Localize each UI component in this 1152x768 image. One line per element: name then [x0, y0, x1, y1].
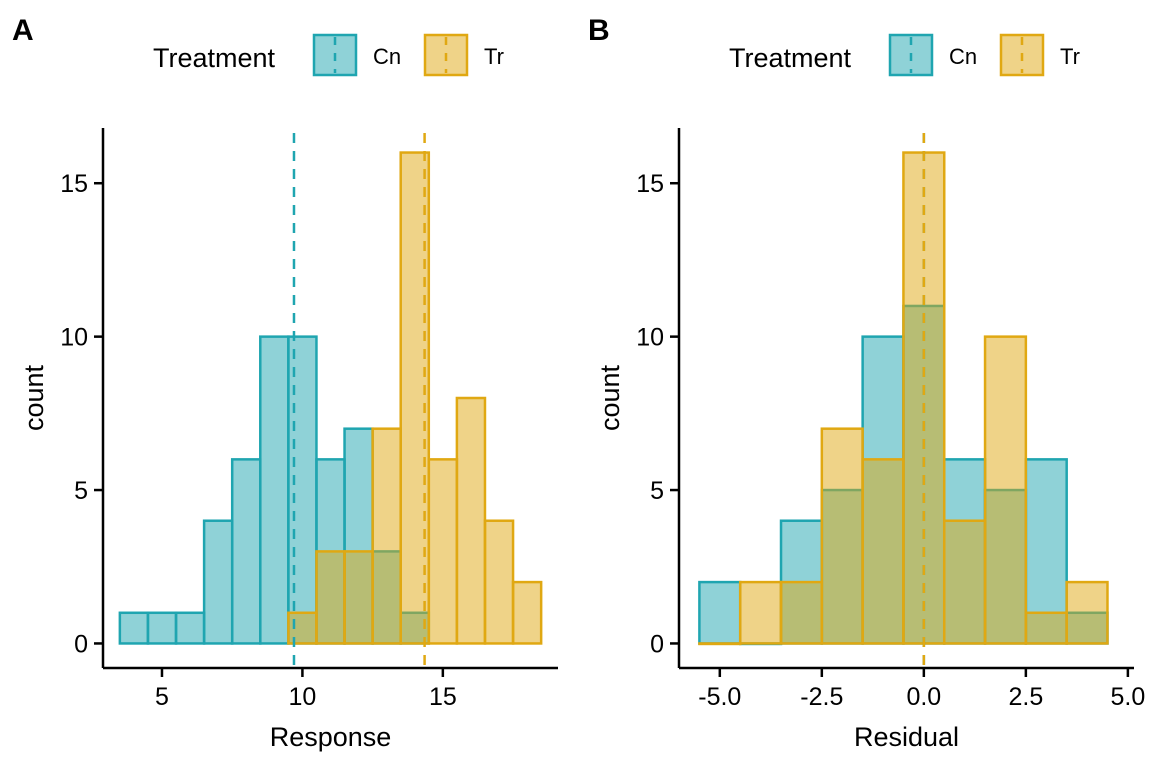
legend-label-tr: Tr [484, 44, 504, 69]
legend: Treatment Cn Tr [729, 33, 1080, 77]
bar-tr [511, 580, 543, 645]
bars [698, 151, 1109, 646]
bar-cn [287, 335, 318, 645]
y-axis-title: count [595, 364, 625, 431]
legend-label-tr: Tr [1060, 44, 1080, 69]
y-tick-label: 10 [60, 324, 88, 352]
y-tick-label: 0 [650, 630, 664, 658]
y-axis-title: count [19, 364, 49, 431]
y-tick-label: 5 [74, 477, 88, 505]
x-tick-label: 15 [429, 683, 457, 711]
legend-key-cn: Cn [888, 33, 977, 77]
legend-label-cn: Cn [949, 44, 977, 69]
x-tick-label: 10 [289, 683, 317, 711]
y-tick-label: 5 [650, 477, 664, 505]
x-axis-title: Residual [854, 722, 959, 752]
x-tick-label: 0.0 [906, 683, 941, 711]
bar-cn [698, 580, 742, 645]
x-tick-label: 2.5 [1008, 683, 1043, 711]
bar-tr [287, 611, 318, 645]
bar-tr [902, 151, 946, 645]
bar-cn [259, 335, 290, 645]
legend: Treatment Cn Tr [153, 33, 504, 77]
bar-cn [202, 519, 234, 645]
bar-tr [371, 427, 402, 645]
bar-cn [230, 458, 262, 645]
bar-tr [738, 580, 783, 645]
y-tick-label: 15 [636, 170, 664, 198]
panel-tag: B [588, 14, 610, 47]
x-tick-label: 5 [155, 683, 169, 711]
y-tick-label: 10 [636, 324, 664, 352]
panel-tag: A [12, 14, 34, 47]
bar-tr [455, 396, 487, 645]
bar-tr [399, 151, 431, 645]
y-tick-label: 15 [60, 170, 88, 198]
bar-cn [146, 611, 178, 645]
bar-tr [983, 335, 1028, 645]
bar-cn [174, 611, 206, 645]
legend-title: Treatment [729, 43, 852, 73]
bar-tr [427, 458, 459, 645]
legend-label-cn: Cn [373, 44, 401, 69]
bar-tr [861, 458, 905, 645]
bars [118, 151, 543, 645]
y-tick-label: 0 [74, 630, 88, 658]
bar-tr [315, 550, 346, 645]
legend-title: Treatment [153, 43, 276, 73]
bar-tr [779, 580, 824, 645]
bar-tr [820, 427, 864, 645]
bar-tr [942, 519, 987, 645]
bar-tr [698, 642, 742, 646]
legend-key-cn: Cn [312, 33, 401, 77]
bar-tr [483, 519, 515, 645]
bar-tr [1024, 611, 1068, 645]
bar-tr [1065, 580, 1109, 645]
x-tick-label: 5.0 [1110, 683, 1145, 711]
panel-b: B Treatment Cn Tr 0 5 10 15 -5.0 -2.5 0.0 2.5 5.0 Res… [588, 14, 1145, 752]
legend-key-tr: Tr [423, 33, 504, 77]
bar-tr [343, 550, 374, 645]
x-tick-label: -2.5 [800, 683, 843, 711]
bar-cn [118, 611, 150, 645]
legend-key-tr: Tr [999, 33, 1080, 77]
x-tick-label: -5.0 [698, 683, 741, 711]
panel-a: A Treatment Cn Tr 0 5 10 15 5 10 15 Response count [12, 14, 558, 752]
x-axis-title: Response [270, 722, 392, 752]
